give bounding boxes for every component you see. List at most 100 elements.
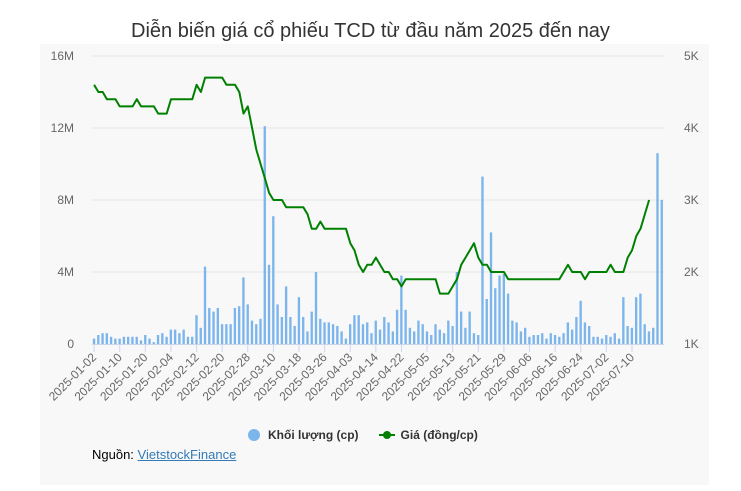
volume-bar[interactable] [267, 264, 271, 344]
volume-bar[interactable] [144, 335, 147, 344]
volume-bar[interactable] [114, 338, 117, 344]
volume-bar[interactable] [263, 126, 266, 344]
volume-bar[interactable] [477, 335, 480, 344]
volume-bar[interactable] [468, 311, 471, 344]
volume-bar[interactable] [425, 331, 429, 344]
volume-bar[interactable] [417, 320, 420, 344]
volume-bar[interactable] [383, 317, 386, 344]
source-link[interactable]: VietstockFinance [137, 447, 237, 462]
volume-bar[interactable] [519, 331, 523, 344]
volume-bar[interactable] [186, 336, 190, 344]
volume-bar[interactable] [353, 315, 356, 344]
volume-bar[interactable] [498, 275, 501, 344]
volume-bar[interactable] [502, 273, 505, 344]
volume-bar[interactable] [246, 304, 249, 344]
volume-bar[interactable] [622, 297, 625, 344]
volume-bar[interactable] [545, 338, 548, 344]
volume-bar[interactable] [413, 331, 416, 344]
volume-bar[interactable] [97, 335, 100, 344]
volume-bar[interactable] [421, 324, 424, 344]
volume-bar[interactable] [617, 338, 621, 344]
volume-bar[interactable] [348, 324, 352, 344]
volume-bar[interactable] [489, 232, 493, 344]
volume-bar[interactable] [647, 331, 651, 344]
volume-bar[interactable] [366, 322, 369, 344]
volume-bar[interactable] [302, 317, 305, 344]
volume-bar[interactable] [293, 326, 296, 344]
volume-bar[interactable] [182, 329, 185, 344]
volume-bar[interactable] [391, 331, 395, 344]
volume-bar[interactable] [528, 336, 531, 344]
volume-bar[interactable] [208, 308, 211, 344]
volume-bar[interactable] [400, 275, 403, 344]
volume-bar[interactable] [237, 306, 241, 344]
volume-bar[interactable] [485, 299, 488, 344]
volume-bar[interactable] [442, 333, 446, 344]
volume-bar[interactable] [250, 320, 254, 344]
volume-bar[interactable] [148, 338, 151, 344]
volume-bar[interactable] [327, 322, 330, 344]
volume-bar[interactable] [280, 317, 284, 344]
volume-bar[interactable] [101, 333, 104, 344]
volume-bar[interactable] [199, 327, 202, 344]
volume-bar[interactable] [173, 329, 177, 344]
volume-bar[interactable] [506, 293, 510, 344]
volume-bar[interactable] [605, 335, 608, 344]
volume-bar[interactable] [434, 324, 437, 344]
volume-bar[interactable] [276, 304, 279, 344]
price-line[interactable] [93, 76, 651, 295]
volume-bar[interactable] [233, 308, 237, 344]
volume-bar[interactable] [451, 326, 454, 344]
volume-bar[interactable] [575, 317, 578, 344]
volume-bar[interactable] [558, 336, 561, 344]
volume-bar[interactable] [242, 277, 245, 344]
volume-bar[interactable] [596, 336, 599, 344]
volume-bar[interactable] [404, 309, 407, 344]
volume-bar[interactable] [92, 338, 96, 344]
volume-bar[interactable] [161, 333, 164, 344]
volume-bar[interactable] [626, 326, 629, 344]
volume-bar[interactable] [660, 200, 663, 344]
volume-bar[interactable] [630, 327, 634, 344]
volume-bar[interactable] [310, 311, 313, 344]
volume-bar[interactable] [152, 342, 155, 344]
volume-bar[interactable] [323, 322, 326, 344]
volume-bar[interactable] [139, 340, 143, 344]
volume-bar[interactable] [331, 324, 335, 344]
volume-bar[interactable] [523, 327, 527, 344]
volume-bar[interactable] [588, 326, 591, 344]
volume-bar[interactable] [306, 331, 309, 344]
volume-bar[interactable] [191, 336, 194, 344]
volume-bar[interactable] [562, 333, 565, 344]
volume-bar[interactable] [447, 320, 450, 344]
volume-bar[interactable] [203, 266, 207, 344]
volume-bar[interactable] [229, 324, 232, 344]
volume-bar[interactable] [122, 336, 126, 344]
volume-bar[interactable] [634, 297, 638, 344]
volume-bar[interactable] [438, 329, 441, 344]
volume-bar[interactable] [609, 336, 612, 344]
volume-bar[interactable] [156, 335, 160, 344]
volume-bar[interactable] [340, 331, 343, 344]
volume-bar[interactable] [272, 216, 275, 344]
volume-bar[interactable] [472, 333, 476, 344]
volume-bar[interactable] [344, 338, 348, 344]
volume-bar[interactable] [255, 324, 258, 344]
volume-bar[interactable] [566, 322, 570, 344]
volume-bar[interactable] [105, 333, 109, 344]
volume-bar[interactable] [195, 315, 198, 344]
volume-bar[interactable] [541, 333, 544, 344]
volume-bar[interactable] [511, 320, 514, 344]
volume-bar[interactable] [430, 335, 433, 344]
volume-bar[interactable] [553, 335, 557, 344]
volume-bar[interactable] [643, 324, 646, 344]
volume-bar[interactable] [165, 336, 168, 344]
volume-bar[interactable] [357, 315, 360, 344]
volume-bar[interactable] [378, 329, 382, 344]
volume-bar[interactable] [314, 272, 318, 344]
volume-bar[interactable] [212, 311, 215, 344]
volume-bar[interactable] [336, 326, 339, 344]
volume-bar[interactable] [220, 324, 224, 344]
volume-bar[interactable] [387, 322, 390, 344]
volume-bar[interactable] [536, 335, 540, 344]
